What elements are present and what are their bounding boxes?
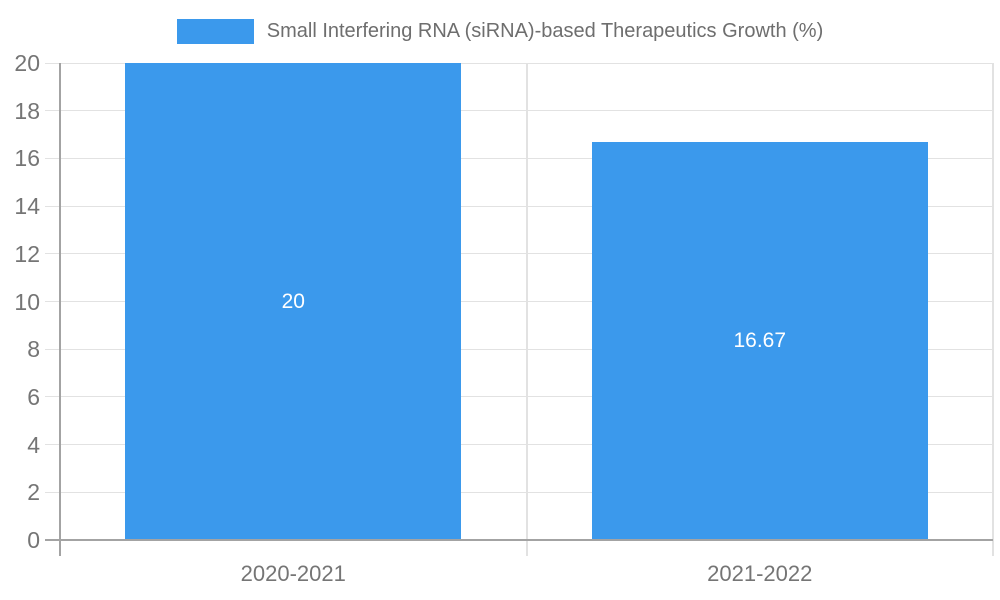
- y-tick-label: 12: [14, 240, 40, 267]
- gridline: [45, 396, 993, 398]
- gridline: [45, 301, 993, 302]
- legend-swatch: [176, 18, 254, 44]
- gridline: [45, 110, 993, 112]
- y-tick-label: 8: [27, 336, 40, 363]
- y-tick-label: 6: [27, 383, 40, 410]
- gridline: [45, 348, 993, 350]
- plot-right-border: [992, 63, 994, 556]
- y-tick-label: 2: [27, 479, 40, 506]
- y-tick-label: 18: [14, 97, 40, 124]
- bar[interactable]: [125, 63, 462, 540]
- gridline: [45, 205, 993, 207]
- x-axis-line: [45, 539, 993, 541]
- gridline: [45, 157, 993, 159]
- x-tick-label: 2020-2021: [240, 561, 346, 586]
- bar[interactable]: [591, 142, 928, 540]
- y-tick-label: 4: [27, 431, 40, 458]
- gridline: [45, 62, 993, 64]
- gridline: [45, 253, 993, 255]
- gridline: [45, 491, 993, 493]
- y-tick-label: 0: [27, 527, 40, 553]
- y-tick-label: 16: [14, 145, 40, 172]
- x-tick-label: 2021-2022: [707, 561, 813, 586]
- y-tick-label: 14: [14, 193, 40, 220]
- y-axis-line: [59, 63, 61, 556]
- plot-divider: [525, 63, 528, 556]
- y-tick-label: 20: [14, 50, 40, 76]
- legend-label: Small Interfering RNA (siRNA)-based Ther…: [266, 19, 824, 42]
- gridline: [45, 444, 993, 446]
- chart-legend[interactable]: Small Interfering RNA (siRNA)-based Ther…: [0, 14, 1000, 48]
- y-tick-label: 10: [14, 288, 40, 315]
- bar-value-label: 16.67: [733, 329, 787, 353]
- bar-value-label: 20: [281, 289, 305, 313]
